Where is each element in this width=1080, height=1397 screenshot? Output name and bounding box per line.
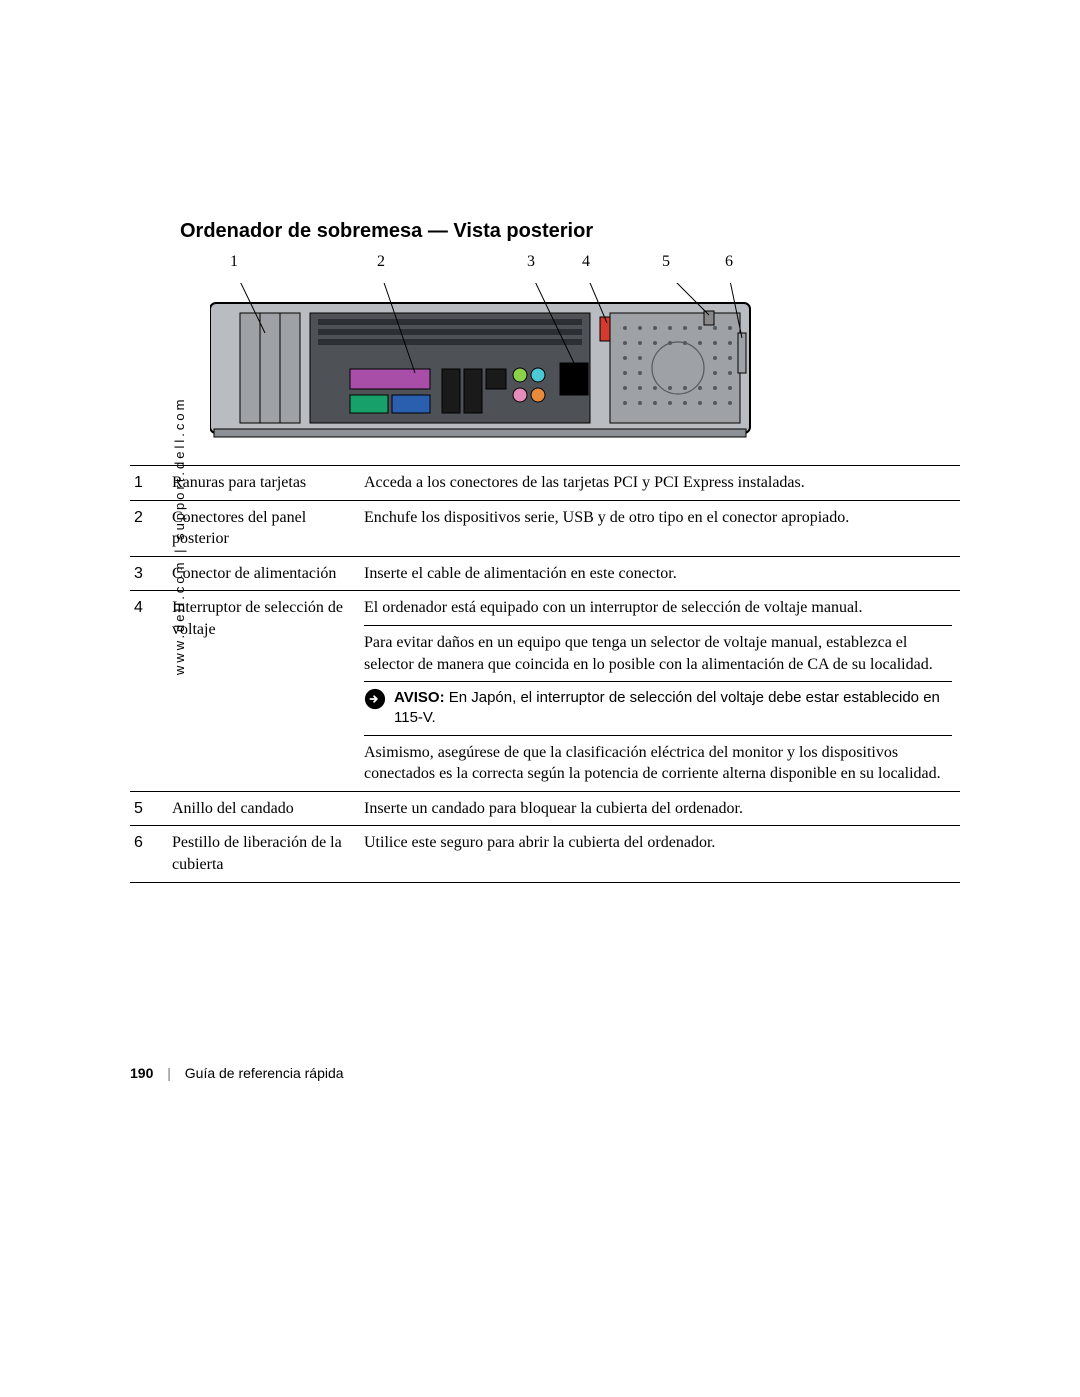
- row-number: 6: [130, 826, 168, 882]
- description-paragraph: El ordenador está equipado con un interr…: [364, 597, 952, 619]
- description-paragraph: Para evitar daños en un equipo que tenga…: [364, 625, 952, 675]
- description-paragraph: Asimismo, asegúrese de que la clasificac…: [364, 735, 952, 785]
- row-term: Pestillo de liberación de la cubierta: [168, 826, 360, 882]
- table-row: 4Interruptor de selección de voltajeEl o…: [130, 591, 960, 791]
- footer-doc-title: Guía de referencia rápida: [185, 1065, 344, 1081]
- notice: AVISO: En Japón, el interruptor de selec…: [364, 688, 952, 729]
- callout-2: 2: [377, 253, 385, 271]
- rear-view-diagram: 1 2 3 4 5 6: [180, 253, 900, 453]
- chassis-svg: [210, 283, 870, 453]
- row-description: Acceda a los conectores de las tarjetas …: [360, 466, 960, 501]
- callout-5: 5: [662, 253, 670, 271]
- table-row: 1Ranuras para tarjetasAcceda a los conec…: [130, 466, 960, 501]
- table-row: 2Conectores del panel posteriorEnchufe l…: [130, 500, 960, 556]
- callout-6: 6: [725, 253, 733, 271]
- definitions-table: 1Ranuras para tarjetasAcceda a los conec…: [130, 465, 960, 883]
- row-description: Utilice este seguro para abrir la cubier…: [360, 826, 960, 882]
- row-term: Conector de alimentación: [168, 556, 360, 591]
- row-number: 1: [130, 466, 168, 501]
- page-number: 190: [130, 1065, 153, 1081]
- row-term: Ranuras para tarjetas: [168, 466, 360, 501]
- row-term: Anillo del candado: [168, 791, 360, 826]
- page-footer: 190 | Guía de referencia rápida: [130, 1065, 344, 1081]
- table-row: 3Conector de alimentaciónInserte el cabl…: [130, 556, 960, 591]
- callout-1: 1: [230, 253, 238, 271]
- table-row: 6Pestillo de liberación de la cubiertaUt…: [130, 826, 960, 882]
- notice-text: AVISO: En Japón, el interruptor de selec…: [394, 688, 952, 729]
- row-number: 4: [130, 591, 168, 791]
- callout-4: 4: [582, 253, 590, 271]
- description-paragraph: Enchufe los dispositivos serie, USB y de…: [364, 507, 952, 529]
- row-description: Enchufe los dispositivos serie, USB y de…: [360, 500, 960, 556]
- row-description: Inserte el cable de alimentación en este…: [360, 556, 960, 591]
- footer-separator: |: [157, 1065, 181, 1081]
- section-title: Ordenador de sobremesa — Vista posterior: [180, 220, 960, 243]
- description-paragraph: Inserte el cable de alimentación en este…: [364, 563, 952, 585]
- row-number: 2: [130, 500, 168, 556]
- row-term: Interruptor de selección de voltaje: [168, 591, 360, 791]
- row-description: Inserte un candado para bloquear la cubi…: [360, 791, 960, 826]
- row-description: El ordenador está equipado con un interr…: [360, 591, 960, 791]
- row-number: 5: [130, 791, 168, 826]
- description-paragraph: Acceda a los conectores de las tarjetas …: [364, 472, 952, 494]
- row-number: 3: [130, 556, 168, 591]
- description-paragraph: Inserte un candado para bloquear la cubi…: [364, 798, 952, 820]
- table-row: 5Anillo del candadoInserte un candado pa…: [130, 791, 960, 826]
- notice-block: AVISO: En Japón, el interruptor de selec…: [364, 681, 952, 729]
- row-term: Conectores del panel posterior: [168, 500, 360, 556]
- callout-3: 3: [527, 253, 535, 271]
- description-paragraph: Utilice este seguro para abrir la cubier…: [364, 832, 952, 854]
- notice-arrow-icon: [364, 688, 386, 710]
- main-content: Ordenador de sobremesa — Vista posterior…: [130, 220, 960, 883]
